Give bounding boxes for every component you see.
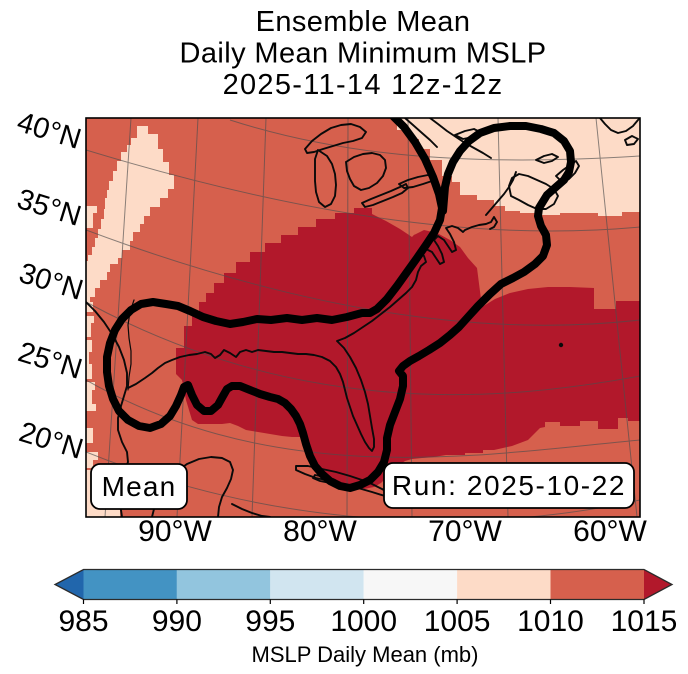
svg-text:Ensemble Mean: Ensemble Mean xyxy=(256,6,471,38)
svg-text:Mean: Mean xyxy=(102,471,177,502)
svg-text:985: 985 xyxy=(58,605,108,638)
svg-text:90°W: 90°W xyxy=(138,515,212,548)
svg-text:Daily Mean Minimum MSLP: Daily Mean Minimum MSLP xyxy=(180,38,547,70)
svg-text:1005: 1005 xyxy=(424,605,491,638)
svg-text:1000: 1000 xyxy=(330,605,397,638)
svg-text:80°W: 80°W xyxy=(283,515,357,548)
svg-text:2025-11-14 12z-12z: 2025-11-14 12z-12z xyxy=(223,69,504,101)
svg-text:Run: 2025-10-22: Run: 2025-10-22 xyxy=(392,470,626,501)
svg-text:MSLP Daily Mean (mb): MSLP Daily Mean (mb) xyxy=(252,642,479,667)
svg-text:25°N: 25°N xyxy=(14,336,85,386)
svg-text:1015: 1015 xyxy=(611,605,678,638)
svg-text:1010: 1010 xyxy=(517,605,584,638)
svg-text:990: 990 xyxy=(152,605,202,638)
svg-text:30°N: 30°N xyxy=(15,257,86,307)
svg-text:995: 995 xyxy=(245,605,295,638)
svg-text:20°N: 20°N xyxy=(15,416,86,466)
svg-text:60°W: 60°W xyxy=(573,515,647,548)
svg-text:70°W: 70°W xyxy=(428,515,502,548)
svg-text:35°N: 35°N xyxy=(13,183,84,233)
svg-text:40°N: 40°N xyxy=(13,106,84,156)
